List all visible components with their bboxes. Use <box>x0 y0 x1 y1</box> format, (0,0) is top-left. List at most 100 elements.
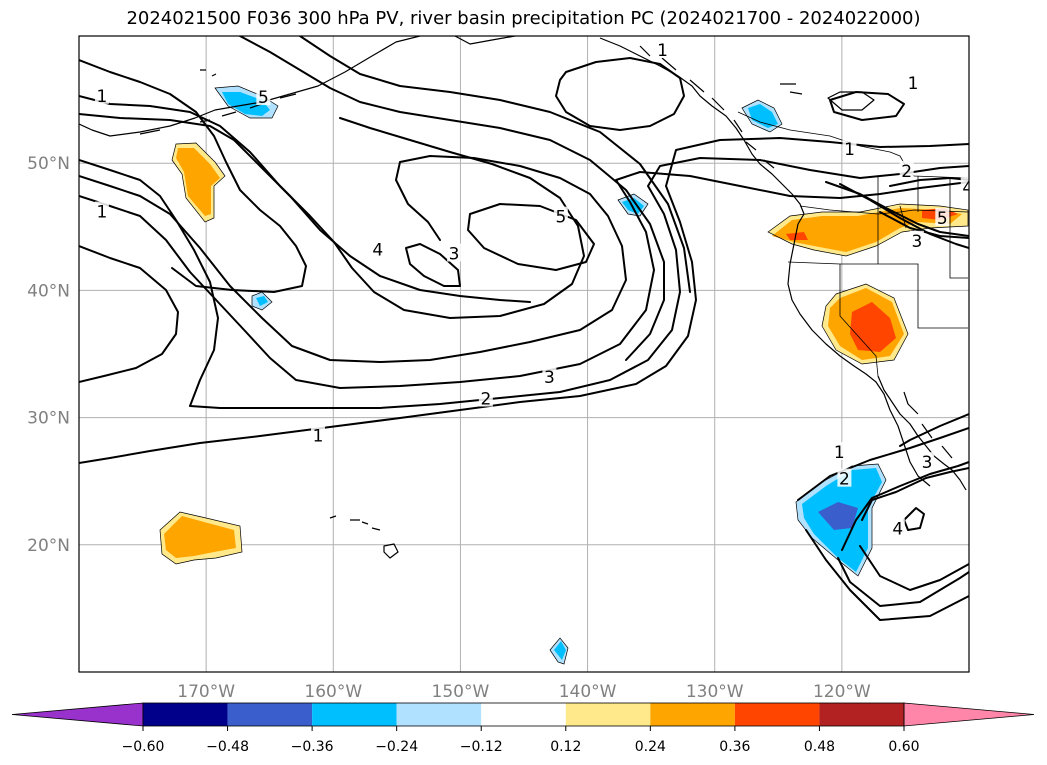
contour-label: 5 <box>258 88 269 108</box>
contour-label-halo <box>899 160 914 179</box>
pv-contour-2 <box>889 177 969 187</box>
contour-label-halo <box>960 177 969 196</box>
contour-label-halo <box>478 388 493 407</box>
contour-label-halo <box>542 366 557 385</box>
contour-label-halo <box>906 73 921 92</box>
contour-label-halo <box>655 39 670 58</box>
negative-anomaly-blob <box>554 641 566 660</box>
contour-label: 3 <box>544 368 555 388</box>
pv-contour-4 <box>79 95 585 319</box>
pv-contour-1 <box>79 137 969 464</box>
map-frame <box>78 35 970 673</box>
contour-label: 1 <box>844 140 855 160</box>
latitude-tick-label: 30°N <box>27 409 70 429</box>
contour-label: 3 <box>922 453 933 473</box>
longitude-tick-label: 120°W <box>813 682 871 702</box>
longitude-tick-label: 130°W <box>686 682 744 702</box>
pv-contour-4 <box>79 155 627 363</box>
colorbar-tick-label: 0.60 <box>888 739 919 755</box>
colorbar-segment <box>481 703 566 726</box>
colorbar-tick-label: −0.24 <box>375 739 418 755</box>
contour-label-halo <box>94 201 109 220</box>
negative-anomaly-blob <box>818 502 858 530</box>
colorbar-tick-label: 0.12 <box>550 739 581 755</box>
pv-contour-layer <box>79 36 969 621</box>
colorbar-tick-label: 0.36 <box>719 739 750 755</box>
pv-contour-2 <box>189 157 969 409</box>
contour-label: 5 <box>555 208 566 228</box>
contour-label: 4 <box>962 178 973 198</box>
contour-label: 1 <box>96 203 107 223</box>
longitude-tick-label: 150°W <box>432 682 490 702</box>
contour-label-halo <box>890 518 905 537</box>
longitude-tick-label: 160°W <box>304 682 362 702</box>
pv-contour-1 <box>829 91 905 121</box>
contour-label: 3 <box>911 232 922 252</box>
pv-contour-3 <box>239 36 665 361</box>
longitude-tick-label: 170°W <box>177 682 235 702</box>
latitude-labels: 20°N 30°N 40°N 50°N <box>27 154 70 556</box>
colorbar-segment <box>565 703 651 726</box>
colorbar-extend-high <box>903 702 1035 727</box>
colorbar-tick-label: 0.48 <box>804 739 835 755</box>
longitude-labels: 170°W 160°W 150°W 140°W 130°W 120°W <box>177 682 871 702</box>
pv-contour-2 <box>841 461 969 551</box>
colorbar-tick-label: 0.24 <box>635 739 666 755</box>
colorbar-segment <box>650 703 735 726</box>
colorbar-segment <box>734 703 820 726</box>
pv-contour-1 <box>805 529 969 621</box>
coastlines <box>79 36 967 559</box>
colorbar-segment <box>143 703 228 726</box>
positive-anomaly-blob <box>176 148 220 216</box>
negative-anomaly-blob <box>748 104 778 128</box>
contour-label: 4 <box>892 519 903 539</box>
positive-anomaly-blob <box>786 232 808 240</box>
contour-label: 2 <box>480 390 491 410</box>
colorbar-outline <box>142 702 905 727</box>
contour-label-halo <box>842 139 857 158</box>
negative-anomaly-blob <box>256 296 268 306</box>
precipitation-fill-layer <box>160 86 968 664</box>
negative-anomaly-blob <box>222 92 270 116</box>
pv-contour-2 <box>79 159 219 407</box>
contour-label: 1 <box>908 74 919 94</box>
latitude-tick-label: 50°N <box>27 154 70 174</box>
contour-label-halo <box>935 207 950 226</box>
contour-label-halo <box>311 425 326 444</box>
colorbar: −0.60 −0.48 −0.36 −0.24 −0.12 0.12 0.24 0.36 0.4… <box>11 702 1035 755</box>
latitude-tick-label: 20°N <box>27 536 70 556</box>
contour-label: 2 <box>839 470 850 490</box>
pv-contour-3 <box>79 171 969 389</box>
contour-label: 5 <box>937 209 948 229</box>
colorbar-segment <box>312 703 397 726</box>
colorbar-segment <box>396 703 482 726</box>
pv-contour-1 <box>797 427 969 501</box>
pv-contour-5 <box>467 203 595 271</box>
contour-label-halo <box>920 452 935 471</box>
contour-label-halo <box>256 87 271 106</box>
positive-anomaly-blob <box>164 516 236 558</box>
colorbar-segment <box>227 703 313 726</box>
pv-contour-3 <box>859 545 969 591</box>
contour-label: 1 <box>657 41 668 61</box>
colorbar-segment <box>819 703 904 726</box>
contour-label-halo <box>94 85 109 104</box>
pv-contour-2 <box>837 557 969 607</box>
contour-label: 4 <box>372 241 383 261</box>
contour-label-halo <box>832 441 847 460</box>
pv-contour-5 <box>79 113 531 303</box>
contour-label: 3 <box>449 245 460 265</box>
contour-label-halo <box>553 206 568 225</box>
pv-contour-1 <box>899 413 969 447</box>
contour-label-halo <box>370 239 385 258</box>
colorbar-tick-label: −0.12 <box>460 739 503 755</box>
contour-label-halo <box>837 468 852 487</box>
figure-title: 2024021500 F036 300 hPa PV, river basin … <box>126 8 921 29</box>
contour-label: 1 <box>96 87 107 107</box>
contour-label: 1 <box>834 443 845 463</box>
positive-anomaly-blob <box>772 208 962 252</box>
colorbar-tick-label: −0.60 <box>122 739 165 755</box>
longitude-tick-label: 140°W <box>559 682 617 702</box>
contour-label: 2 <box>901 162 912 182</box>
